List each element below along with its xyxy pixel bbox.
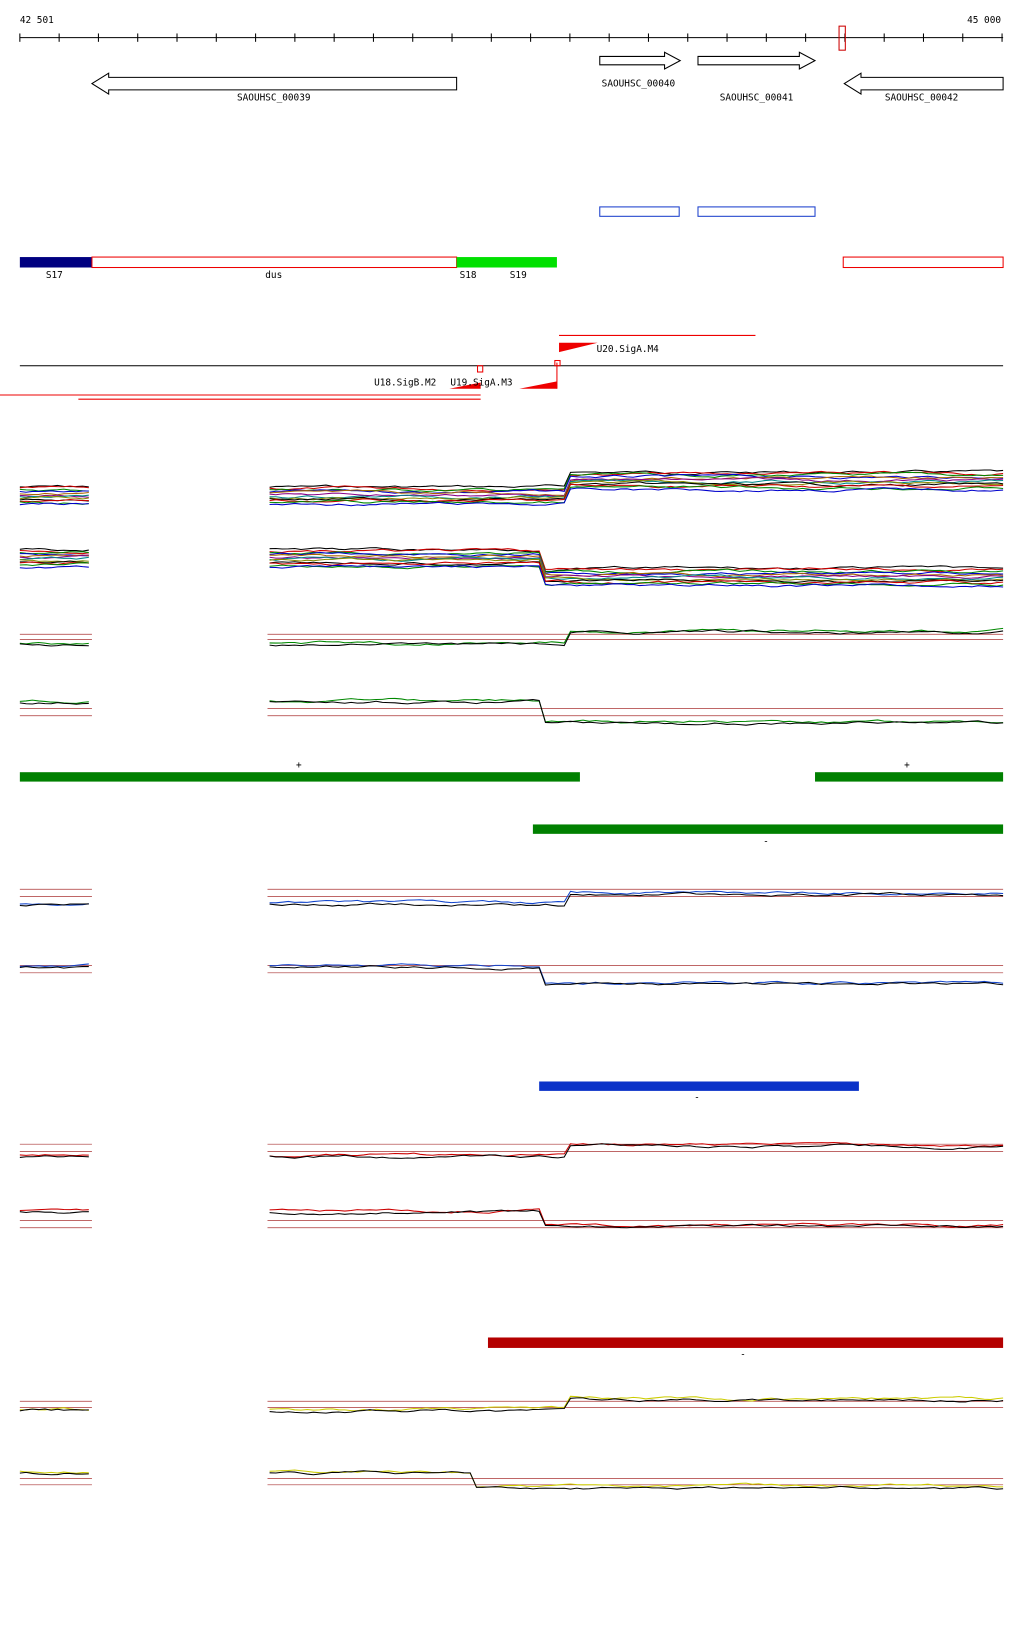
- promoter-flag: [559, 342, 598, 353]
- expression-profile: [269, 471, 1004, 493]
- expression-profile: [19, 1208, 89, 1212]
- expression-profile: [19, 495, 89, 500]
- expression-profile: [269, 1208, 1004, 1228]
- segment-label: S17: [46, 270, 63, 281]
- expression-profile: [19, 903, 89, 906]
- feature-box: [599, 206, 680, 217]
- expression-profile: [19, 699, 89, 704]
- expression-profile: [269, 557, 1004, 582]
- gene-arrow: [697, 51, 817, 70]
- expression-profile: [269, 890, 1004, 905]
- expression-profile: [269, 1397, 1004, 1414]
- segment-label: dus: [265, 270, 282, 281]
- strand-label: +: [296, 760, 302, 771]
- expression-profile: [269, 965, 1004, 986]
- expression-profile: [19, 1154, 89, 1157]
- strand-label: +: [904, 760, 910, 771]
- strand-bar: [815, 772, 1004, 782]
- expression-profile: [19, 966, 89, 969]
- segment-label: S18: [460, 270, 477, 281]
- ruler-start: 42 501: [20, 15, 54, 26]
- expression-profile: [269, 697, 1004, 724]
- expression-profile: [19, 643, 89, 647]
- segment: [456, 257, 557, 268]
- expression-profile: [19, 1408, 89, 1412]
- segment: [19, 257, 92, 268]
- expression-profile: [269, 556, 1004, 579]
- feature-box: [697, 206, 816, 217]
- expression-profile: [269, 553, 1004, 578]
- strand-bar: [532, 824, 1004, 834]
- expression-tracks: [19, 469, 1004, 1490]
- segment: [842, 256, 1004, 269]
- expression-profile: [269, 487, 1004, 507]
- gene-label: SAOUHSC_00039: [237, 92, 311, 103]
- expression-profile: [269, 477, 1004, 498]
- expression-profile: [19, 556, 89, 561]
- expression-profile: [19, 1470, 89, 1474]
- expression-profile: [19, 1471, 89, 1476]
- strand-bar: [487, 1337, 1004, 1348]
- promoter-label: U19.SigA.M3: [450, 378, 512, 389]
- expression-profile: [269, 1209, 1004, 1229]
- expression-profile: [269, 547, 1004, 572]
- expression-profile: [269, 629, 1004, 647]
- expression-profile: [269, 484, 1004, 504]
- expression-profile: [269, 627, 1004, 646]
- expression-profile: [19, 554, 89, 558]
- expression-profile: [269, 1469, 1004, 1488]
- segment-label: S19: [510, 270, 527, 281]
- gene-arrow: [90, 72, 458, 95]
- expression-profile: [19, 559, 89, 563]
- expression-profile: [19, 963, 89, 968]
- promoter-label: U20.SigA.M4: [597, 344, 660, 355]
- gene-label: SAOUHSC_00041: [720, 92, 794, 103]
- expression-profile: [19, 903, 89, 907]
- strand-bar: [539, 1081, 859, 1091]
- expression-profile: [19, 1211, 89, 1214]
- expression-profile: [269, 483, 1004, 503]
- promoter-site: [476, 365, 484, 373]
- expression-profile: [19, 547, 89, 552]
- expression-profile: [19, 1155, 89, 1158]
- expression-profile: [19, 491, 89, 496]
- promoter-flag: [519, 381, 557, 389]
- expression-profile: [19, 549, 89, 555]
- strand-label: -: [763, 836, 769, 847]
- expression-profile: [269, 1143, 1004, 1159]
- expression-profile: [269, 564, 1004, 587]
- gene-label: SAOUHSC_00042: [885, 92, 959, 103]
- expression-profile: [19, 562, 89, 567]
- expression-profile: [19, 488, 89, 492]
- expression-profile: [19, 490, 89, 493]
- expression-profile: [19, 565, 89, 569]
- gene-arrow: [599, 51, 682, 70]
- segment: [91, 256, 458, 269]
- expression-profile: [269, 1395, 1004, 1412]
- strand-bar: [19, 772, 580, 782]
- ruler-end: 45 000: [967, 15, 1001, 26]
- promoter-label: U18.SigB.M2: [374, 378, 436, 389]
- expression-profile: [269, 1470, 1004, 1490]
- expression-profile: [269, 564, 1004, 588]
- expression-profile: [269, 699, 1004, 726]
- expression-profile: [269, 891, 1004, 907]
- strand-label: -: [740, 1349, 746, 1360]
- gene-arrow: [843, 72, 1004, 95]
- expression-profile: [19, 502, 89, 506]
- position-marker: [838, 25, 846, 51]
- expression-profile: [269, 547, 1004, 573]
- strand-label: -: [694, 1092, 700, 1103]
- expression-profile: [19, 702, 89, 705]
- expression-profile: [19, 641, 89, 645]
- expression-profile: [269, 470, 1004, 492]
- expression-profile: [269, 479, 1004, 501]
- gene-label: SAOUHSC_00040: [602, 79, 676, 90]
- expression-profile: [19, 485, 89, 489]
